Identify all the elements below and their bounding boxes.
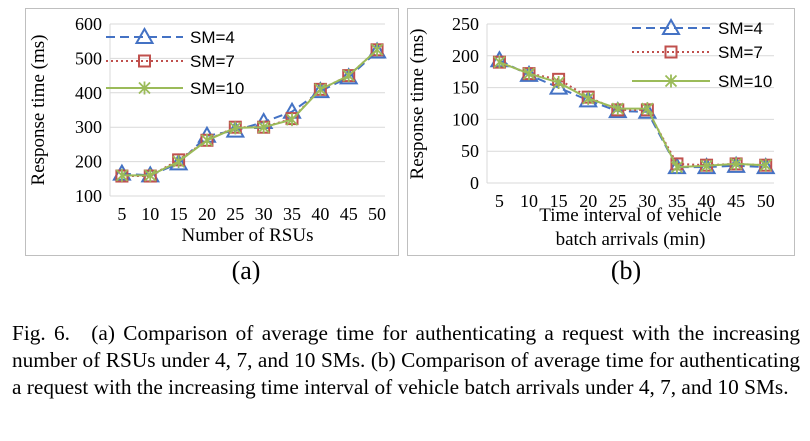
data-point <box>493 55 506 69</box>
legend-marker <box>134 26 155 44</box>
data-point <box>370 43 384 57</box>
y-tick-label: 0 <box>470 173 479 193</box>
data-point <box>522 67 536 81</box>
data-point <box>367 41 387 59</box>
panel-label: (b) <box>611 256 641 285</box>
x-tick-label: 20 <box>198 204 216 224</box>
x-tick-label: 20 <box>579 191 597 211</box>
y-tick-label: 200 <box>75 152 102 172</box>
data-point <box>144 168 157 182</box>
data-point <box>342 69 355 83</box>
x-tick-label: 5 <box>495 191 504 211</box>
series-line <box>121 50 378 177</box>
legend-marker <box>138 81 151 95</box>
data-point <box>200 133 214 147</box>
data-point <box>172 155 185 169</box>
legend-marker <box>664 45 678 59</box>
data-point <box>115 168 129 182</box>
data-point <box>755 157 776 175</box>
series-sm-4 <box>112 41 387 183</box>
data-point <box>338 67 359 85</box>
x-tick-label: 10 <box>141 204 159 224</box>
data-point <box>608 101 628 119</box>
x-tick-label: 10 <box>520 191 538 211</box>
series-line <box>499 61 766 167</box>
y-tick-label: 300 <box>75 117 102 137</box>
data-point <box>759 158 772 172</box>
legend-label: SM=4 <box>190 28 235 47</box>
x-axis-title: batch arrivals (min) <box>556 229 706 250</box>
x-axis-title: Time interval of vehicle <box>539 205 721 226</box>
data-point <box>310 81 331 99</box>
y-tick-label: 500 <box>75 48 102 68</box>
x-tick-label: 45 <box>340 204 358 224</box>
series-sm-10 <box>493 55 772 174</box>
data-point <box>670 160 684 174</box>
x-tick-label: 30 <box>638 191 656 211</box>
x-tick-label: 40 <box>698 191 716 211</box>
y-tick-label: 50 <box>461 141 479 161</box>
x-tick-label: 30 <box>255 204 273 224</box>
data-point <box>314 82 327 96</box>
legend: SM=4 SM=7 SM=10 <box>632 17 772 91</box>
chart-b-frame <box>407 8 795 256</box>
series-line <box>121 49 378 177</box>
x-tick-label: 40 <box>311 204 329 224</box>
x-tick-label: 35 <box>283 204 301 224</box>
series-line <box>498 59 766 169</box>
y-axis-title: Response time (ms) <box>407 29 428 180</box>
y-tick-label: 100 <box>75 186 102 206</box>
series-line <box>121 49 378 177</box>
x-tick-label: 45 <box>727 191 745 211</box>
x-tick-label: 15 <box>170 204 188 224</box>
data-point <box>285 113 299 127</box>
y-tick-label: 400 <box>75 83 102 103</box>
data-point <box>700 159 713 173</box>
legend-label: SM=7 <box>718 43 763 62</box>
legend: SM=4 SM=7 SM=10 <box>106 26 244 98</box>
series-sm-10 <box>115 43 384 182</box>
data-point <box>257 120 270 134</box>
chart-a: 100 200 300 400 500 600 5 10 15 20 25 30 35 40 45 50 Res… <box>28 14 387 285</box>
x-tick-label: 50 <box>757 191 775 211</box>
data-point <box>552 76 565 90</box>
x-tick-label: 35 <box>668 191 686 211</box>
chart-a-frame <box>25 8 399 256</box>
x-tick-label: 50 <box>368 204 386 224</box>
y-tick-label: 600 <box>75 14 102 34</box>
legend-label: SM=4 <box>718 19 763 38</box>
x-tick-label: 5 <box>117 204 126 224</box>
legend-marker <box>661 17 681 35</box>
data-point <box>641 102 654 116</box>
y-tick-label: 200 <box>452 46 479 66</box>
y-axis-title: Response time (ms) <box>28 35 49 186</box>
legend-marker <box>138 54 151 68</box>
x-tick-label: 25 <box>609 191 627 211</box>
legend-label: SM=7 <box>190 52 235 71</box>
y-tick-label: 150 <box>452 78 479 98</box>
data-point <box>611 102 624 116</box>
data-point <box>637 101 658 119</box>
legend-label: SM=10 <box>718 72 772 91</box>
legend-label: SM=10 <box>190 79 244 98</box>
x-tick-label: 25 <box>226 204 244 224</box>
panel-label: (a) <box>232 256 261 285</box>
series-line <box>499 61 766 169</box>
x-axis-title: Number of RSUs <box>182 225 314 246</box>
y-tick-label: 250 <box>452 14 479 34</box>
data-point <box>229 121 242 135</box>
x-tick-label: 15 <box>550 191 568 211</box>
data-point <box>582 91 595 105</box>
legend-marker <box>664 74 678 88</box>
series-sm-7 <box>115 43 384 183</box>
chart-b: 0 50 100 150 200 250 5 10 15 20 25 30 35 40 45 50 Respon… <box>407 14 776 285</box>
data-point <box>729 157 743 171</box>
figure-caption: Fig. 6. (a) Comparison of average time f… <box>12 321 800 399</box>
y-tick-label: 100 <box>452 109 479 129</box>
